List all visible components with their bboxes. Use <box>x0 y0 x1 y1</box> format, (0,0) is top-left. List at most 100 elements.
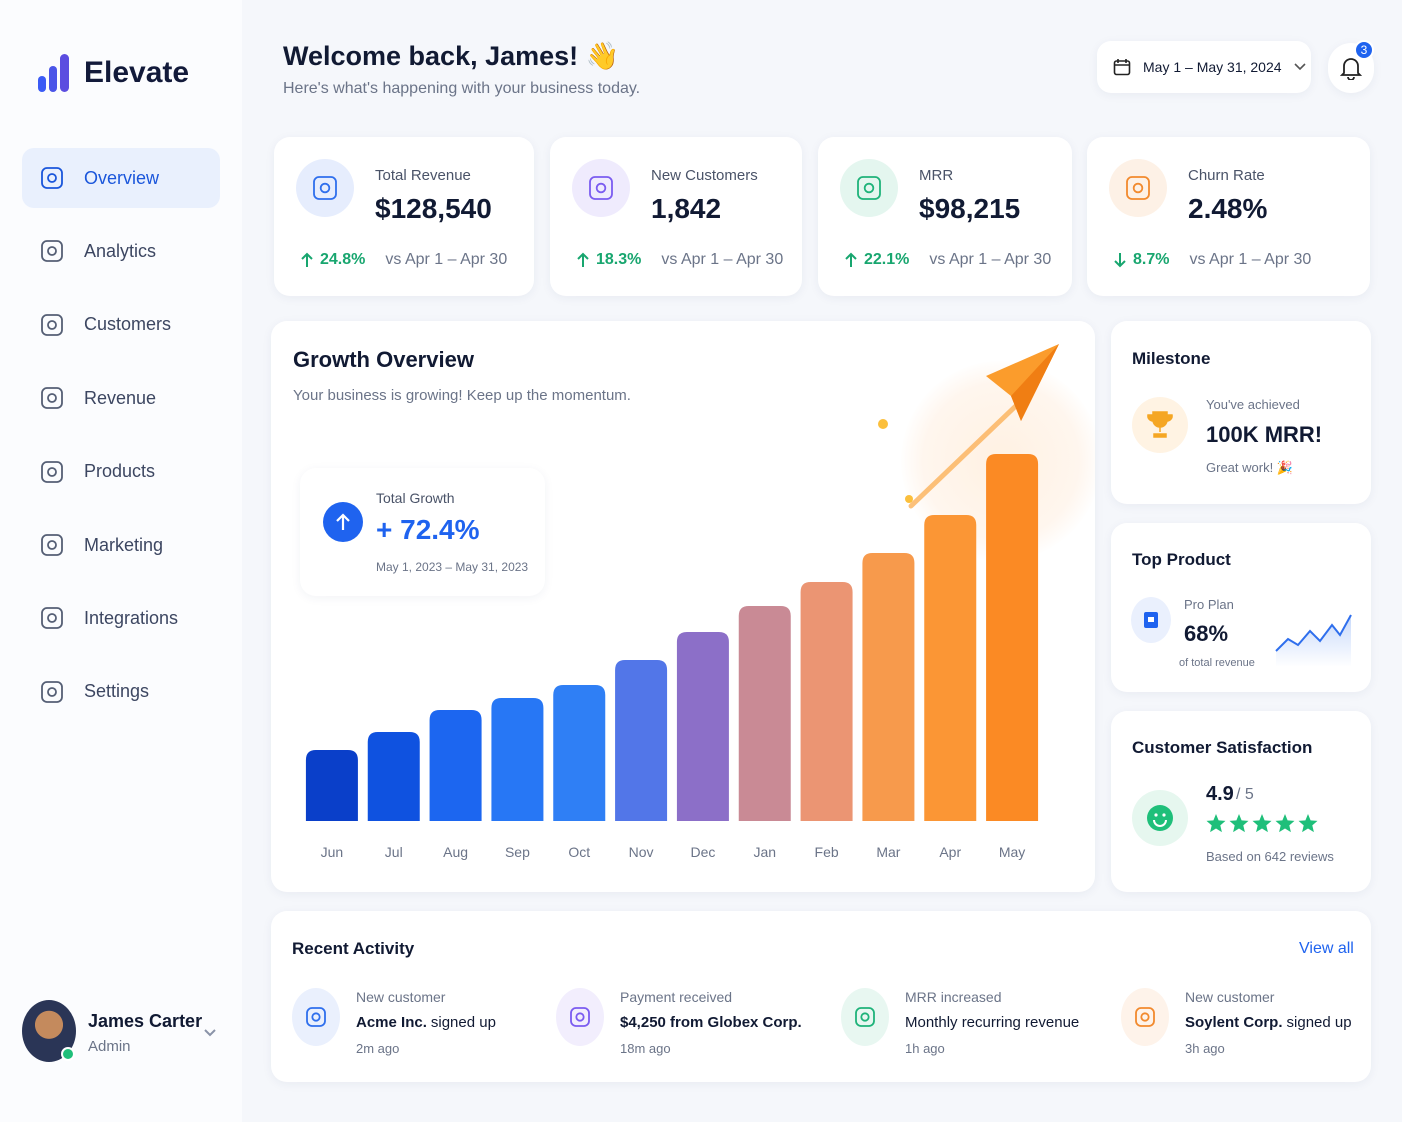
total-growth: Total Growth + 72.4% May 1, 2023 – May 3… <box>300 468 545 596</box>
x-tick-label: Dec <box>690 844 715 860</box>
icon-dot <box>47 613 57 624</box>
kpi-icon <box>840 159 898 217</box>
bar <box>305 750 358 821</box>
nav-label: Products <box>84 461 156 482</box>
kpi-label: MRR <box>919 167 954 184</box>
star <box>1206 814 1226 833</box>
icon-dot <box>575 1012 585 1022</box>
activity-text: Monthly recurring revenue <box>905 1014 1080 1031</box>
icon-shape <box>589 176 613 200</box>
comparison: vs Apr 1 – Apr 30 <box>661 251 784 268</box>
activity-icon <box>1121 988 1169 1046</box>
nav-item[interactable]: Analytics <box>22 221 220 281</box>
rating-scale: / 5 <box>1236 786 1254 803</box>
x-tick-label: Mar <box>876 844 900 860</box>
icon <box>41 167 63 189</box>
icon <box>41 680 63 703</box>
icon-dot <box>311 1012 321 1022</box>
star <box>1298 814 1318 833</box>
rating: 4.9 <box>1206 783 1234 805</box>
bar-chart: Jun Jul Aug Sep Oct Nov Dec Jan Feb Mar Apr May <box>305 454 1039 860</box>
icon-shape <box>41 313 63 336</box>
activity-bold: $4,250 from Globex Corp. <box>620 1014 802 1031</box>
nav-item[interactable]: Revenue <box>22 368 220 428</box>
view-all[interactable]: View all <box>1299 940 1354 957</box>
nav-item[interactable]: Integrations <box>22 588 220 648</box>
kpi-icon <box>1109 159 1167 217</box>
icon-dot <box>47 246 57 257</box>
bar <box>800 582 853 821</box>
icon-shape <box>41 607 63 630</box>
icon <box>855 1007 875 1027</box>
growth-label: Total Growth <box>376 490 455 506</box>
nav-item[interactable]: Customers <box>22 295 220 355</box>
card-title: Recent Activity <box>292 939 415 958</box>
activity-time: 18m ago <box>620 1041 671 1056</box>
icon <box>1135 1007 1155 1027</box>
nav-item[interactable]: Settings <box>22 662 220 722</box>
icon-shape <box>857 176 881 200</box>
icon-dot <box>47 319 57 330</box>
icon-dot <box>47 173 57 183</box>
x-tick-label: Jan <box>753 844 776 860</box>
kpi-value: $98,215 <box>919 193 1021 224</box>
icon-dot <box>1132 182 1144 194</box>
icon-shape <box>41 387 63 410</box>
icon-dot <box>47 686 57 697</box>
milestone-value: 100K MRR! <box>1206 422 1323 447</box>
icon <box>41 313 63 336</box>
icon-shape <box>1135 1007 1155 1027</box>
icon-shape <box>1126 176 1150 200</box>
growth-card: Growth Overview Your business is growing… <box>271 321 1095 892</box>
card-title: Growth Overview <box>293 347 474 372</box>
bar <box>738 606 791 821</box>
card-title: Customer Satisfaction <box>1132 738 1313 757</box>
activity-detail: $4,250 from Globex Corp. <box>620 1014 802 1031</box>
icon <box>570 1007 590 1027</box>
arrow-path <box>577 252 589 267</box>
nav-item[interactable]: Marketing <box>22 515 220 575</box>
star <box>1229 814 1249 833</box>
user-role: Admin <box>88 1038 131 1055</box>
icon-shape <box>41 534 63 556</box>
activity-text: signed up <box>430 1014 496 1031</box>
icon-dot <box>47 393 57 404</box>
icon <box>41 460 63 483</box>
growth-period: May 1, 2023 – May 31, 2023 <box>376 560 529 574</box>
kpi-card: Churn Rate 2.48% 8.7% vs Apr 1 – Apr 30 <box>1087 137 1370 296</box>
activity-icon <box>841 988 889 1046</box>
activity-icon <box>292 988 340 1046</box>
change-value: 24.8% <box>320 251 366 268</box>
bar <box>986 454 1039 821</box>
x-tick-label: Aug <box>443 844 468 860</box>
icon <box>857 176 881 200</box>
user-menu[interactable] <box>203 1028 217 1038</box>
reviews: Based on 642 reviews <box>1206 849 1334 864</box>
kpi-change: 24.8% vs Apr 1 – Apr 30 <box>300 251 507 269</box>
kpi-value: $128,540 <box>375 193 492 224</box>
status-dot <box>61 1047 75 1061</box>
card-title: Milestone <box>1132 349 1211 368</box>
date-picker[interactable]: May 1 – May 31, 2024 <box>1097 41 1311 93</box>
kpi-value: 1,842 <box>651 193 722 224</box>
icon-dot <box>47 540 57 550</box>
icon-shape <box>570 1007 590 1027</box>
bar <box>553 685 606 821</box>
bar <box>676 632 729 821</box>
nav-item[interactable]: Products <box>22 442 220 502</box>
activity-detail: Monthly recurring revenue <box>905 1014 1079 1031</box>
nav-label: Analytics <box>84 240 157 261</box>
comparison: vs Apr 1 – Apr 30 <box>385 251 508 268</box>
kpi-icon <box>572 159 630 217</box>
icon-dot <box>1140 1012 1150 1022</box>
icon-dot <box>595 182 607 194</box>
nav-item[interactable]: Overview <box>22 148 220 208</box>
icon <box>41 534 63 556</box>
kpi-card: New Customers 1,842 18.3% vs Apr 1 – Apr 30 <box>550 137 802 296</box>
logo <box>38 54 69 92</box>
kicker: You've achieved <box>1206 397 1300 412</box>
kpi-label: Total Revenue <box>375 167 471 184</box>
arrow-path <box>845 252 857 267</box>
